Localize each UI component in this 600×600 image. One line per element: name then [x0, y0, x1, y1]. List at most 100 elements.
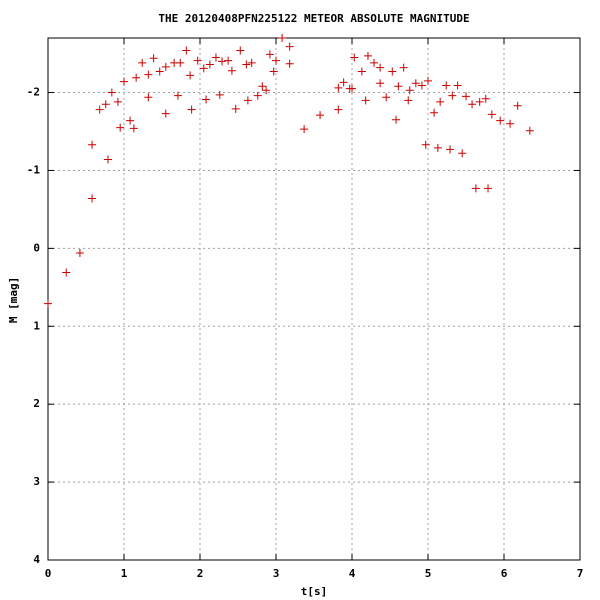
point: [475, 97, 484, 106]
point: [187, 105, 196, 114]
point: [265, 50, 274, 59]
point: [113, 97, 122, 106]
point: [453, 81, 462, 90]
point: [242, 60, 251, 69]
point: [350, 53, 359, 62]
point: [155, 67, 164, 76]
point: [202, 95, 211, 104]
point: [224, 56, 233, 65]
point: [161, 62, 170, 71]
point: [62, 268, 71, 277]
point: [525, 126, 534, 135]
point: [361, 96, 370, 105]
point: [506, 119, 515, 128]
point: [231, 104, 240, 113]
point: [421, 140, 430, 149]
point: [339, 78, 348, 87]
point: [269, 67, 278, 76]
point: [417, 81, 426, 90]
point: [193, 56, 202, 65]
point: [300, 125, 309, 134]
point: [211, 53, 220, 62]
point: [215, 90, 224, 99]
point: [95, 105, 104, 114]
point: [334, 83, 343, 92]
point: [388, 67, 397, 76]
point: [399, 63, 408, 72]
point: [144, 93, 153, 102]
x-tick-label: 4: [349, 567, 356, 580]
point: [88, 140, 97, 149]
point: [285, 59, 294, 68]
point: [176, 58, 185, 67]
point: [149, 54, 158, 63]
point: [433, 143, 442, 152]
point: [316, 111, 325, 120]
point: [334, 105, 343, 114]
y-axis-label: M [mag]: [7, 277, 20, 323]
plot-frame: [47, 37, 581, 561]
point: [138, 58, 147, 67]
x-tick-label: 6: [501, 567, 508, 580]
point: [101, 100, 110, 109]
point: [205, 60, 214, 69]
point: [129, 124, 138, 133]
point: [392, 115, 401, 124]
point: [370, 58, 379, 67]
point: [278, 34, 287, 42]
y-tick-label: -2: [27, 86, 40, 99]
x-tick-label: 0: [45, 567, 52, 580]
point: [376, 63, 385, 72]
point: [116, 123, 125, 132]
point: [182, 46, 191, 55]
point: [161, 109, 170, 118]
point: [468, 100, 477, 109]
point: [424, 76, 432, 85]
point: [88, 194, 97, 203]
point: [348, 84, 356, 93]
point: [199, 64, 208, 73]
point: [44, 299, 52, 308]
point: [382, 93, 391, 102]
point: [448, 91, 457, 100]
x-tick-label: 5: [425, 567, 432, 580]
point: [173, 91, 182, 100]
point: [253, 91, 262, 100]
point: [144, 70, 153, 79]
x-tick-label: 7: [577, 567, 584, 580]
point: [126, 116, 135, 125]
point: [446, 145, 455, 154]
point: [513, 101, 522, 110]
y-tick-label: 4: [33, 553, 40, 566]
point: [442, 81, 451, 90]
point: [404, 96, 413, 105]
y-tick-label: 1: [33, 319, 40, 332]
point: [285, 42, 294, 51]
point: [405, 86, 414, 95]
point: [363, 51, 372, 60]
point: [247, 58, 256, 67]
x-tick-label: 2: [197, 567, 204, 580]
point: [227, 66, 236, 75]
point: [104, 155, 113, 164]
point: [481, 94, 490, 103]
y-tick-label: 2: [33, 397, 40, 410]
point: [107, 88, 116, 97]
x-tick-label: 3: [273, 567, 280, 580]
point: [487, 110, 496, 119]
point: [436, 97, 445, 106]
point: [218, 57, 227, 66]
point: [236, 46, 245, 55]
y-tick-label: -1: [27, 163, 41, 176]
x-tick-label: 1: [121, 567, 128, 580]
point: [376, 79, 385, 88]
point: [394, 82, 403, 91]
point: [272, 56, 280, 65]
point: [496, 116, 505, 125]
point: [132, 73, 141, 82]
point: [411, 79, 420, 88]
point: [258, 82, 267, 91]
chart-title: THE 20120408PFN225122 METEOR ABSOLUTE MA…: [158, 12, 469, 25]
point: [262, 86, 271, 95]
